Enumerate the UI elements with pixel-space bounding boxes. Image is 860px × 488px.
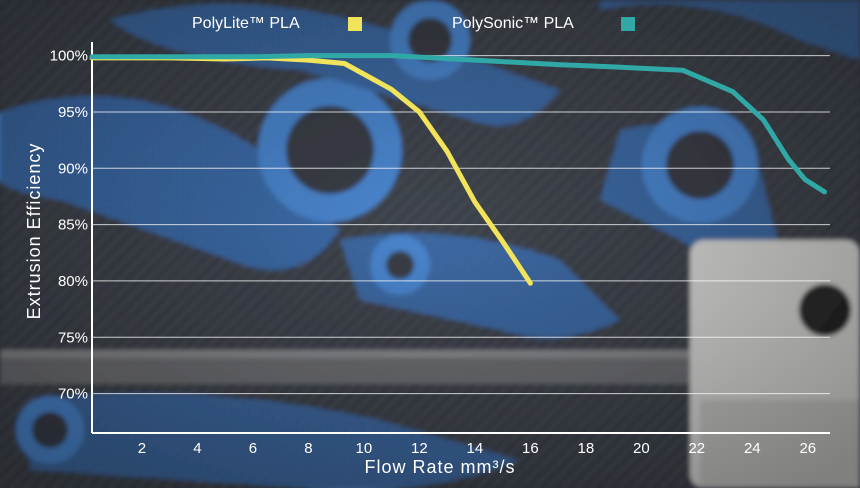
y-tick-label-4: 80% (58, 273, 88, 290)
x-tick-label-10: 22 (688, 440, 705, 457)
x-tick-label-2: 6 (249, 440, 257, 457)
x-tick-label-12: 26 (799, 440, 816, 457)
y-tick-label-6: 70% (58, 386, 88, 403)
legend: PolyLite™ PLA PolySonic™ PLA (192, 15, 635, 32)
x-tick-label-1: 4 (193, 440, 201, 457)
x-tick-labels: 2 4 6 8 10 12 14 16 18 20 22 24 26 (138, 440, 816, 457)
x-tick-label-5: 12 (411, 440, 428, 457)
series-layer (89, 53, 827, 286)
x-tick-label-11: 24 (744, 440, 761, 457)
x-axis-title: Flow Rate mm³/s (364, 457, 515, 477)
legend-swatch-polysonic (621, 17, 635, 31)
y-axis-title: Extrusion Efficiency (24, 143, 44, 320)
x-tick-label-9: 20 (633, 440, 650, 457)
x-tick-label-6: 14 (467, 440, 484, 457)
x-tick-label-0: 2 (138, 440, 146, 457)
x-tick-label-8: 18 (578, 440, 595, 457)
legend-swatch-polylite (348, 17, 362, 31)
x-tick-label-4: 10 (356, 440, 373, 457)
axes (91, 42, 830, 434)
y-tick-label-5: 75% (58, 329, 88, 346)
y-tick-label-2: 90% (58, 160, 88, 177)
x-tick-label-3: 8 (304, 440, 312, 457)
series-line-polysonic (89, 53, 827, 195)
y-tick-label-0: 100% (50, 48, 88, 65)
y-tick-labels: 100% 95% 90% 85% 80% 75% 70% (50, 48, 88, 403)
legend-label-polysonic: PolySonic™ PLA (452, 15, 574, 32)
y-tick-label-3: 85% (58, 217, 88, 234)
y-tick-label-1: 95% (58, 104, 88, 121)
legend-label-polylite: PolyLite™ PLA (192, 15, 300, 32)
x-tick-label-7: 16 (522, 440, 539, 457)
